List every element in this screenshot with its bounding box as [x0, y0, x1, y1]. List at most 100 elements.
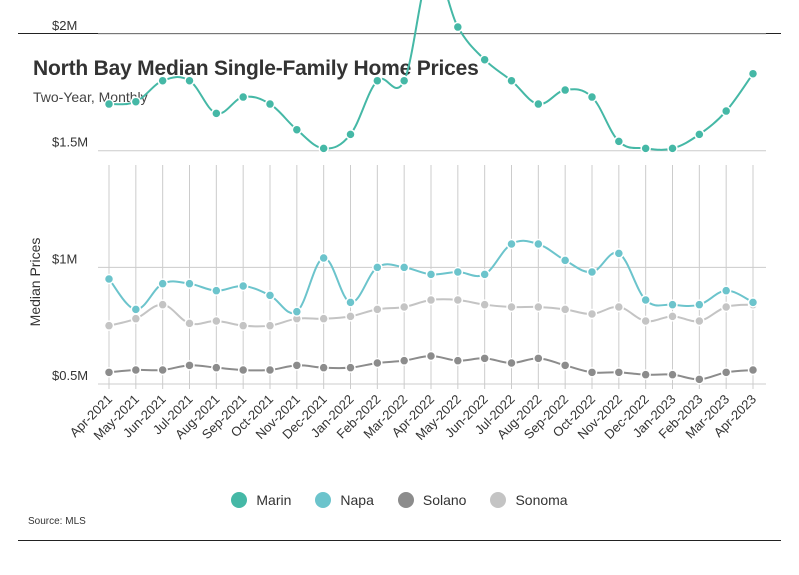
data-point-solano [130, 364, 142, 376]
data-point-marin [506, 75, 517, 86]
data-point-marin [345, 129, 356, 140]
data-point-solano [559, 360, 571, 371]
data-point-solano [452, 355, 464, 366]
legend-label: Solano [422, 492, 467, 508]
legend-label: Napa [340, 492, 374, 508]
data-point-sonoma [586, 308, 598, 320]
data-point-solano [613, 367, 625, 378]
legend-marker [397, 492, 414, 508]
data-point-napa [667, 299, 678, 310]
data-point-sonoma [372, 304, 383, 315]
data-point-marin [184, 75, 195, 86]
data-point-sonoma [237, 320, 249, 331]
y-tick-label: $1.5M [52, 135, 88, 150]
data-point-napa [372, 262, 383, 273]
data-point-solano [586, 367, 598, 378]
legend-marker [231, 492, 248, 508]
data-point-sonoma [452, 294, 464, 306]
data-point-solano [264, 364, 276, 376]
data-point-sonoma [613, 301, 625, 313]
data-point-napa [506, 238, 517, 250]
data-point-napa [694, 299, 705, 310]
y-axis-title: Median Prices [27, 238, 43, 327]
data-point-napa [157, 278, 168, 289]
legend-item-solano: Solano [397, 492, 467, 508]
data-point-sonoma [667, 311, 678, 322]
data-point-solano [345, 362, 356, 373]
data-point-marin [372, 75, 383, 86]
data-point-solano [157, 364, 168, 376]
data-point-marin [318, 143, 329, 154]
data-point-marin [211, 108, 222, 119]
data-point-marin [586, 91, 598, 103]
data-point-napa [559, 255, 571, 266]
data-point-marin [559, 84, 571, 96]
data-point-sonoma [318, 313, 329, 324]
data-point-sonoma [559, 304, 571, 315]
data-point-sonoma [130, 313, 142, 324]
data-point-sonoma [720, 301, 732, 313]
y-tick-label: $2M [52, 18, 77, 33]
data-point-sonoma [157, 299, 168, 310]
data-point-marin [103, 98, 115, 110]
data-point-napa [533, 238, 544, 250]
data-point-solano [694, 374, 705, 385]
legend-item-sonoma: Sonoma [490, 492, 568, 508]
chart-subtitle: Two-Year, Monthly [33, 89, 148, 105]
y-tick-label: $1M [52, 251, 77, 266]
data-point-solano [211, 362, 222, 373]
data-point-sonoma [264, 320, 276, 331]
data-point-napa [720, 285, 732, 296]
data-point-napa [211, 285, 222, 296]
data-point-solano [237, 364, 249, 376]
data-point-marin [452, 21, 464, 33]
data-point-marin [237, 91, 249, 103]
data-point-solano [720, 367, 732, 378]
data-point-solano [398, 355, 410, 366]
legend: Marin Napa Solano Sonoma [0, 492, 799, 508]
data-point-napa [291, 306, 303, 317]
legend-marker [315, 492, 332, 508]
data-point-solano [479, 353, 490, 364]
data-point-solano [184, 360, 195, 371]
data-point-solano [291, 360, 303, 371]
data-point-marin [157, 75, 168, 86]
data-point-solano [506, 357, 517, 369]
data-point-napa [452, 266, 464, 278]
data-point-solano [747, 364, 759, 376]
data-point-sonoma [640, 315, 651, 327]
data-point-marin [613, 136, 625, 147]
data-point-solano [425, 350, 437, 362]
data-point-marin [130, 96, 142, 107]
data-point-napa [184, 278, 195, 289]
data-point-napa [479, 269, 490, 280]
data-point-marin [291, 124, 303, 135]
data-point-sonoma [345, 311, 356, 322]
data-point-solano [667, 369, 678, 380]
data-point-napa [640, 294, 651, 306]
data-point-sonoma [479, 299, 490, 310]
data-point-sonoma [506, 301, 517, 313]
series-points [103, 21, 759, 385]
data-point-sonoma [694, 315, 705, 327]
grid [98, 33, 766, 389]
data-point-solano [318, 362, 329, 373]
data-point-sonoma [103, 320, 115, 331]
top-rule [18, 33, 781, 34]
data-point-marin [533, 98, 544, 110]
data-point-napa [425, 269, 437, 280]
data-point-napa [613, 248, 625, 259]
data-point-marin [720, 105, 732, 117]
data-point-solano [103, 367, 115, 378]
data-point-solano [533, 353, 544, 364]
data-point-napa [103, 273, 115, 285]
data-point-napa [345, 297, 356, 308]
data-point-napa [130, 304, 142, 315]
legend-label: Marin [256, 492, 292, 508]
data-point-napa [398, 262, 410, 273]
data-point-marin [264, 98, 276, 110]
data-point-marin [747, 68, 759, 79]
data-point-marin [667, 143, 678, 154]
legend-label: Sonoma [515, 492, 568, 508]
